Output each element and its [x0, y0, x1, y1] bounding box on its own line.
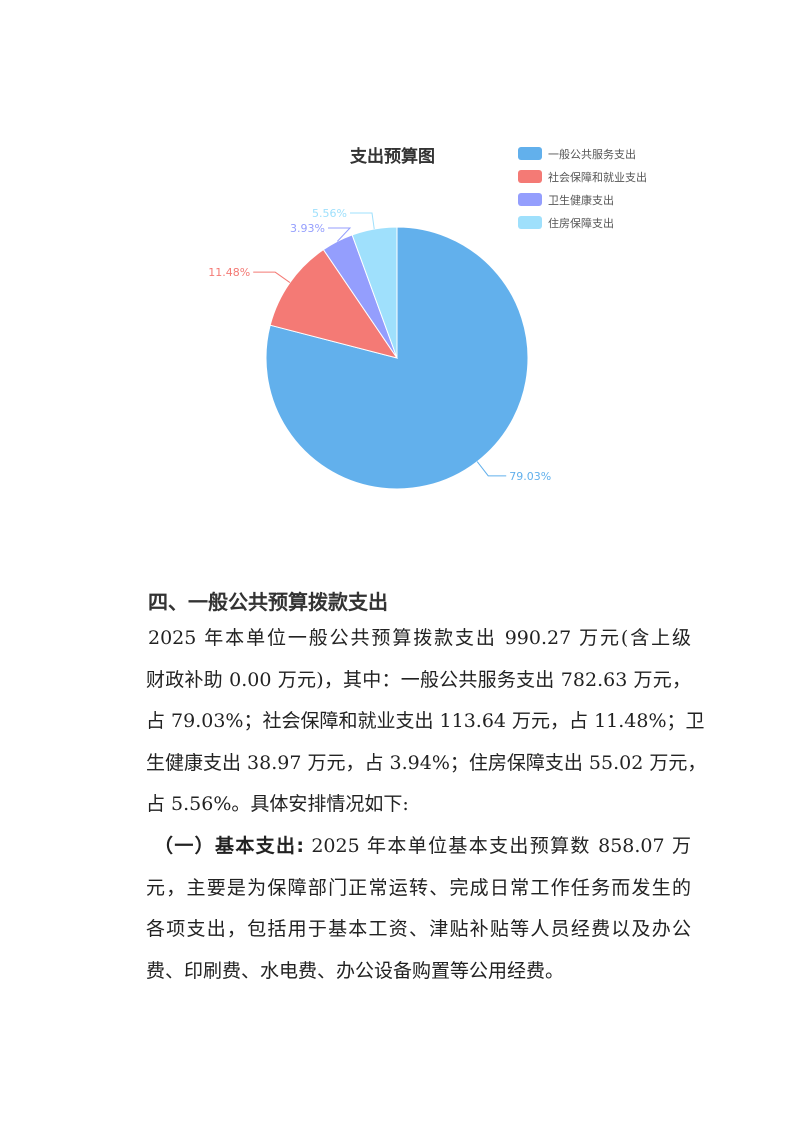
data-label: 11.48%: [208, 266, 250, 279]
text-line: 占 5.56%。具体安排情况如下:: [146, 793, 409, 815]
paragraph-basic-expenditure: （一）基本支出: 2025 年本单位基本支出预算数 858.07 万 元，主要是…: [146, 826, 691, 992]
text-line: 费、印刷费、水电费、办公设备购置等公用经费。: [146, 959, 565, 982]
leader-line: [328, 227, 352, 242]
text-line: （一）基本支出: 2025 年本单位基本支出预算数 858.07 万: [146, 826, 691, 868]
subheading: （一）基本支出:: [154, 835, 304, 857]
legend-swatch: [518, 216, 542, 229]
legend-item[interactable]: 卫生健康支出: [518, 188, 647, 211]
data-label: 3.93%: [290, 222, 325, 235]
chart-title: 支出预算图: [350, 147, 435, 167]
legend-item[interactable]: 社会保障和就业支出: [518, 165, 647, 188]
pie-slice[interactable]: [351, 226, 398, 359]
leader-line: [253, 271, 291, 283]
legend-swatch: [518, 147, 542, 160]
legend-label: 住房保障支出: [548, 216, 614, 230]
legend-item[interactable]: 住房保障支出: [518, 211, 647, 234]
data-label: 5.56%: [312, 207, 347, 220]
text-span: 2025 年本单位基本支出预算数 858.07 万: [303, 835, 691, 857]
text-line: 各项支出，包括用于基本工资、津贴补贴等人员经费以及办公: [146, 918, 691, 940]
legend-label: 一般公共服务支出: [548, 147, 636, 161]
section-heading: 四、一般公共预算拨款支出: [148, 590, 388, 614]
leader-line: [476, 461, 507, 477]
text-line: 占 79.03%；社会保障和就业支出 113.64 万元，占 11.48%；卫: [146, 710, 705, 732]
legend-swatch: [518, 193, 542, 206]
pie-chart: 支出预算图 一般公共服务支出 社会保障和就业支出 卫生健康支出 住房保障支出 7…: [0, 0, 793, 520]
text-line: 生健康支出 38.97 万元，占 3.94%；住房保障支出 55.02 万元，: [146, 751, 707, 774]
legend-swatch: [518, 170, 542, 183]
leader-line: [350, 212, 375, 230]
legend-item[interactable]: 一般公共服务支出: [518, 142, 647, 165]
text-line: 财政补助 0.00 万元)，其中：一般公共服务支出 782.63 万元，: [146, 668, 691, 691]
text-line: 元，主要是为保障部门正常运转、完成日常工作任务而发生的: [146, 876, 691, 899]
pie-svg: 79.03% 11.48% 3.93% 5.56%: [208, 207, 551, 490]
paragraph-overview: 2025 年本单位一般公共预算拨款支出 990.27 万元(含上级 财政补助 0…: [146, 618, 707, 826]
data-label: 79.03%: [509, 470, 551, 483]
text-line: 2025 年本单位一般公共预算拨款支出 990.27 万元(含上级: [148, 627, 691, 649]
legend-label: 卫生健康支出: [548, 193, 614, 207]
legend-label: 社会保障和就业支出: [548, 170, 647, 184]
chart-legend: 一般公共服务支出 社会保障和就业支出 卫生健康支出 住房保障支出: [518, 142, 647, 234]
